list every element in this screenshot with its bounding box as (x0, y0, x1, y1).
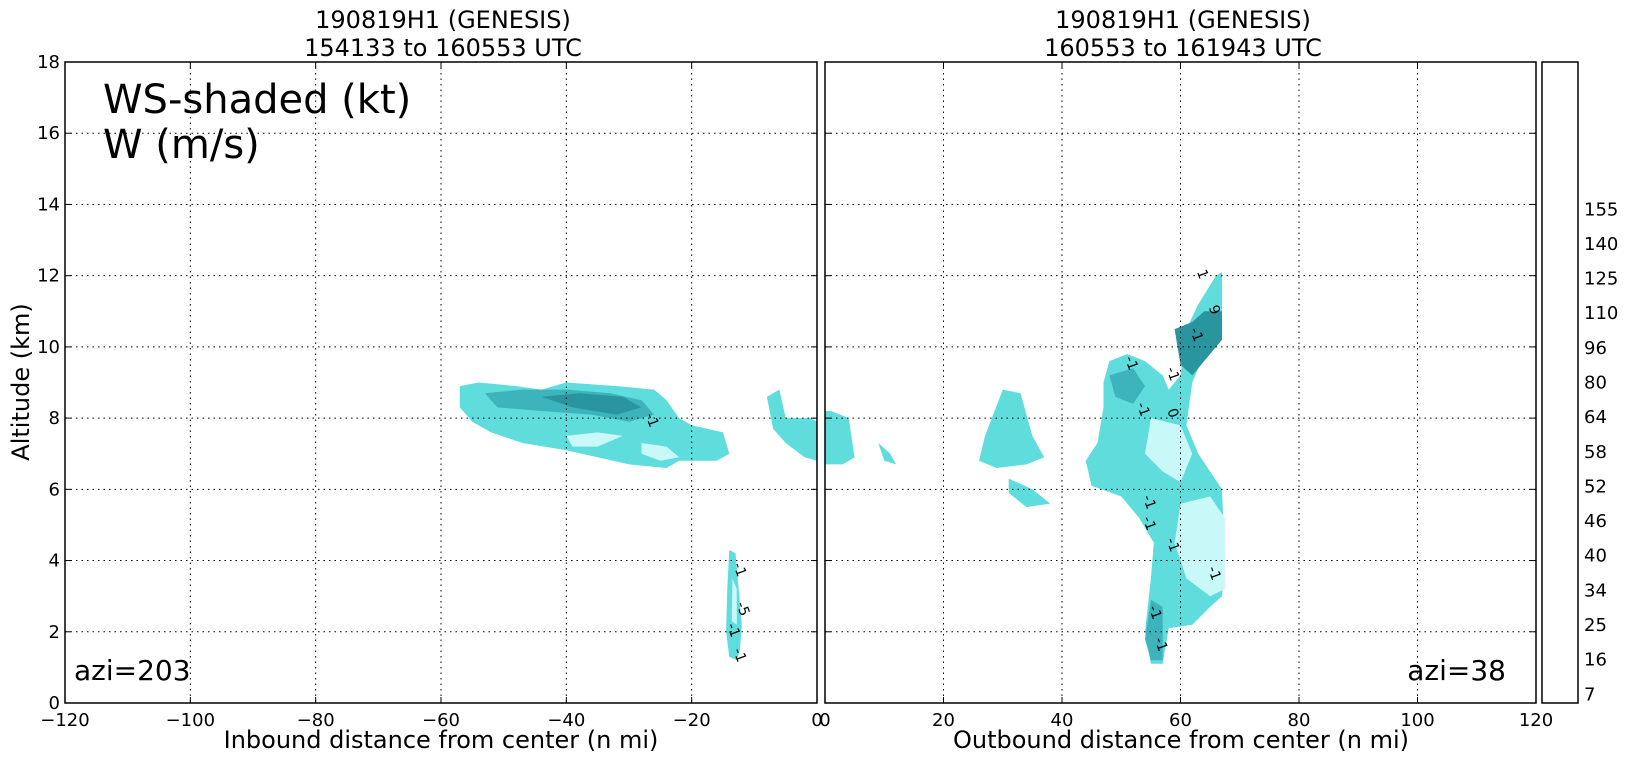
colorbar-tick-label: 25 (1584, 615, 1607, 636)
contour-label: -1 (723, 621, 743, 640)
x-tick-label: −100 (166, 710, 215, 731)
ws-shaded-region (979, 389, 1045, 468)
left-panel: 190819H1 (GENESIS) 154133 to 160553 UTC … (7, 6, 823, 754)
x-tick-label: 100 (1400, 710, 1434, 731)
x-tick-label: −40 (547, 710, 585, 731)
colorbar-tick-label: 80 (1584, 373, 1607, 394)
x-tick-label: 20 (932, 710, 955, 731)
colorbar: 7 16 25 34 40 46 52 58 64 80 96 110 125 140 155 (1541, 61, 1618, 705)
right-title-line1: 190819H1 (GENESIS) (1055, 6, 1311, 34)
y-tick-label: 18 (37, 52, 60, 73)
x-tick-label: 80 (1288, 710, 1311, 731)
y-tick-label: 14 (37, 194, 60, 215)
ws-shaded-region (825, 411, 855, 465)
ws-shaded-region (1008, 478, 1051, 508)
x-tick-label: 60 (1169, 710, 1192, 731)
y-tick-label: 10 (37, 337, 60, 358)
x-tick-label: −20 (673, 710, 711, 731)
colorbar-tick-label: 96 (1584, 338, 1607, 359)
x-tick-label: 120 (1519, 710, 1553, 731)
colorbar-tick-label: 34 (1584, 580, 1607, 601)
x-tick-label: −120 (40, 710, 89, 731)
colorbar-tick-label: 16 (1584, 650, 1607, 671)
contour-label: -1 (729, 646, 749, 665)
right-panel: 190819H1 (GENESIS) 160553 to 161943 UTC … (819, 6, 1553, 754)
colorbar-tick-label: 46 (1584, 511, 1607, 532)
contour-label: -1 (1186, 326, 1206, 345)
ws-shaded-region (1174, 311, 1222, 376)
colorbar-tick-label: 40 (1584, 546, 1607, 567)
y-tick-label: 4 (49, 551, 60, 572)
colorbar-tick-label: 64 (1584, 407, 1607, 428)
right-x-axis-label: Outbound distance from center (n mi) (953, 726, 1409, 754)
colorbar-tick-label: 7 (1584, 684, 1595, 705)
contour-label: -1 (1204, 564, 1224, 583)
ws-shaded-region (566, 432, 623, 447)
contour-label: -1 (1139, 493, 1159, 512)
colorbar-tick-label: 58 (1584, 442, 1607, 463)
ws-shaded-region (1145, 418, 1193, 483)
x-tick-label: −60 (422, 710, 460, 731)
ws-shaded-region (1174, 496, 1225, 597)
contour-label: -1 (1121, 354, 1141, 373)
y-axis-label: Altitude (km) (7, 303, 35, 460)
contour-label: -1 (1139, 514, 1159, 533)
ws-shaded-region (1109, 368, 1145, 404)
contour-label: -1 (729, 561, 749, 580)
y-tick-label: 12 (37, 266, 60, 287)
colorbar-frame (1541, 61, 1579, 704)
contour-label: -1 (642, 411, 662, 430)
ws-shaded-region (878, 443, 897, 465)
colorbar-tick-label: 110 (1584, 303, 1618, 324)
ws-shaded-region (1145, 599, 1163, 661)
right-azimuth-label: azi=38 (1407, 654, 1506, 687)
ws-shaded-region (766, 389, 817, 461)
colorbar-tick-label: 125 (1584, 269, 1618, 290)
left-title-line2: 154133 to 160553 UTC (304, 34, 582, 62)
x-tick-label: 0 (819, 710, 830, 731)
contour-label: 1 (1193, 267, 1211, 281)
contour-label: -1 (1163, 365, 1183, 384)
x-tick-label: −80 (297, 710, 335, 731)
y-tick-label: 2 (49, 622, 60, 643)
left-title-line1: 190819H1 (GENESIS) (315, 6, 571, 34)
y-tick-label: 8 (49, 408, 60, 429)
x-tick-label: 0 (811, 710, 822, 731)
contour-label: -5 (733, 600, 753, 619)
colorbar-tick-label: 52 (1584, 476, 1607, 497)
y-tick-label: 0 (49, 693, 60, 714)
annotation-line-1: WS-shaded (kt) (103, 77, 411, 123)
left-azimuth-label: azi=203 (74, 654, 191, 687)
left-x-axis-label: Inbound distance from center (n mi) (224, 726, 659, 754)
right-title-line2: 160553 to 161943 UTC (1044, 34, 1322, 62)
colorbar-tick-label: 155 (1584, 199, 1618, 220)
colorbar-tick-label: 140 (1584, 234, 1618, 255)
y-tick-label: 6 (49, 479, 60, 500)
ws-shaded-region (731, 578, 737, 625)
x-tick-label: 40 (1051, 710, 1074, 731)
contour-label: -1 (1133, 400, 1153, 419)
annotation-line-2: W (m/s) (103, 122, 260, 168)
y-tick-label: 16 (37, 123, 60, 144)
contour-label: -1 (1163, 536, 1183, 555)
ws-shaded-region (641, 443, 680, 461)
contour-label: -1 (1145, 603, 1165, 622)
contour-label: -1 (1151, 635, 1171, 654)
